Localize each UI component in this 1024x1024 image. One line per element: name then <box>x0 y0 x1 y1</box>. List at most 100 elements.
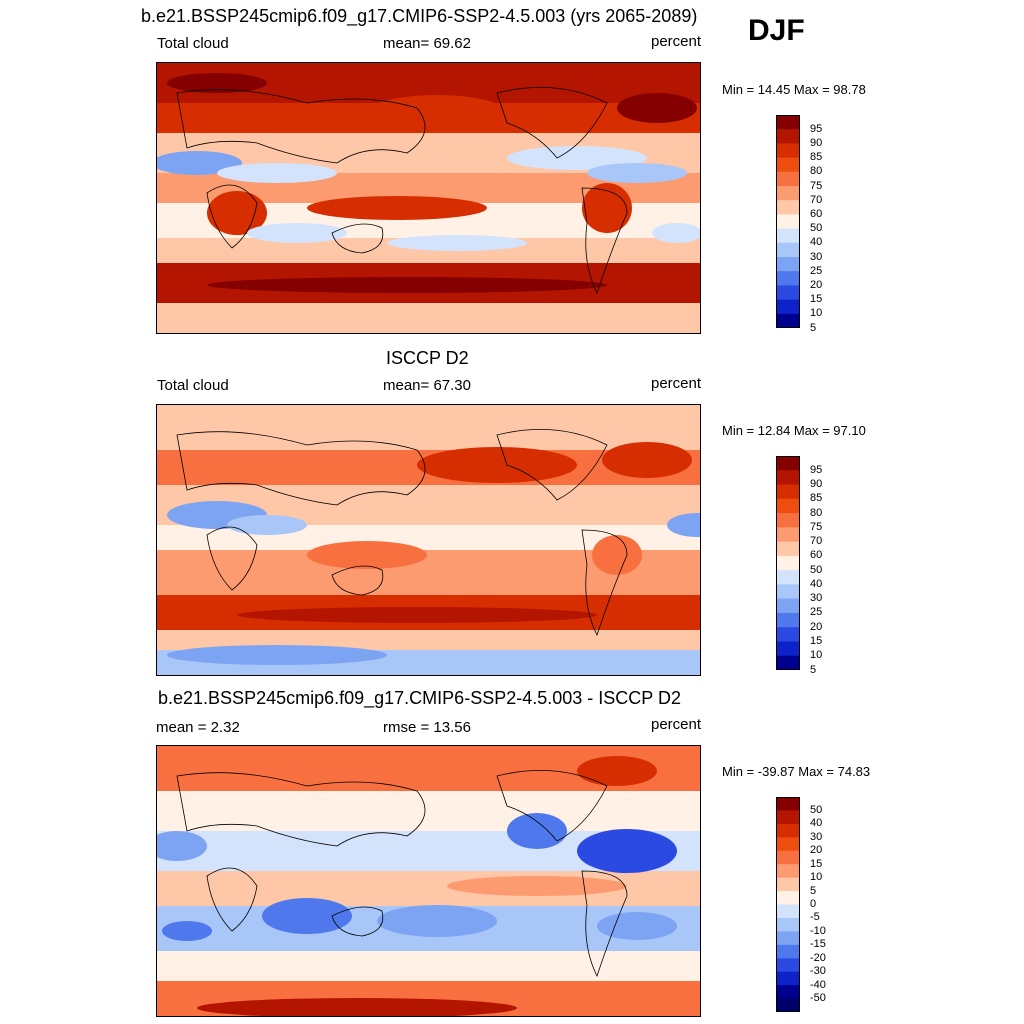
colorbar-tick-label: -15 <box>810 938 826 951</box>
colorbar-swatch <box>776 958 800 973</box>
colorbar-swatch <box>776 484 800 500</box>
colorbar-tick-label: 75 <box>810 179 823 192</box>
colorbar-swatch <box>776 641 800 657</box>
colorbar-swatch <box>776 891 800 905</box>
colorbar-tick-label: 40 <box>810 817 823 830</box>
colorbar-swatch <box>776 157 800 173</box>
colorbar-tick-label: 90 <box>810 136 823 149</box>
panel3-title: b.e21.BSSP245cmip6.f09_g17.CMIP6-SSP2-4.… <box>158 688 681 708</box>
colorbar-swatch <box>776 797 800 811</box>
colorbar-swatch <box>776 285 800 301</box>
colorbar-tick-label: 85 <box>810 151 823 164</box>
colorbar-swatch <box>776 257 800 272</box>
colorbar-swatch <box>776 299 800 315</box>
colorbar-tick-label: 20 <box>810 844 823 857</box>
colorbar-tick-label: 85 <box>810 492 823 505</box>
colorbar-tick-label: 95 <box>810 122 823 135</box>
colorbar-tick-label: 10 <box>810 871 823 884</box>
colorbar-tick-label: 95 <box>810 463 823 476</box>
panel1-title: b.e21.BSSP245cmip6.f09_g17.CMIP6-SSP2-4.… <box>141 6 698 26</box>
colorbar-tick-label: 50 <box>810 222 823 235</box>
colorbar-swatch <box>776 904 800 919</box>
colorbar-swatch <box>776 864 800 879</box>
colorbar-tick-label: 80 <box>810 165 823 178</box>
colorbar-tick-label: 15 <box>810 634 823 647</box>
panel3-rmse-label: rmse = 13.56 <box>383 719 471 736</box>
colorbar-swatch <box>776 271 800 286</box>
colorbar-swatch <box>776 985 800 1000</box>
colorbar-swatch <box>776 570 800 585</box>
colorbar-tick-label: 10 <box>810 649 823 662</box>
colorbar-swatch <box>776 513 800 528</box>
panel2-variable-label: Total cloud <box>157 377 229 394</box>
colorbar-swatch <box>776 498 800 514</box>
colorbar-swatch <box>776 228 800 244</box>
colorbar-swatch <box>776 837 800 852</box>
colorbar-tick-label: -10 <box>810 924 826 937</box>
colorbar-tick-label: 90 <box>810 478 823 491</box>
colorbar-swatch <box>776 186 800 201</box>
colorbar-tick-label: 15 <box>810 293 823 306</box>
panel1-map <box>156 62 701 334</box>
panel1-variable-label: Total cloud <box>157 35 229 52</box>
colorbar-border <box>776 797 800 1012</box>
colorbar-tick-label: -30 <box>810 965 826 978</box>
colorbar-tick-label: 30 <box>810 830 823 843</box>
colorbar-swatch <box>776 598 800 614</box>
colorbar-tick-label: -20 <box>810 951 826 964</box>
colorbar-border <box>776 115 800 328</box>
colorbar-tick-label: -5 <box>810 911 820 924</box>
colorbar-swatch <box>776 612 800 628</box>
colorbar-swatch <box>776 810 800 825</box>
panel2-minmax: Min = 12.84 Max = 97.10 <box>722 423 866 438</box>
colorbar-swatch <box>776 655 800 670</box>
panel2-colorbar <box>776 456 800 670</box>
colorbar-tick-label: -40 <box>810 978 826 991</box>
panel3-minmax: Min = -39.87 Max = 74.83 <box>722 764 871 779</box>
panel2-map <box>156 404 701 676</box>
colorbar-tick-label: 0 <box>810 898 817 910</box>
colorbar-tick-label: 75 <box>810 520 823 533</box>
panel3-mean-label: mean = 2.32 <box>156 719 240 736</box>
panel2-units-label: percent <box>651 375 702 392</box>
colorbar-tick-label: 20 <box>810 620 823 633</box>
colorbar-swatch <box>776 584 800 600</box>
colorbar-swatch <box>776 214 800 230</box>
colorbar-tick-label: -50 <box>810 992 826 1005</box>
colorbar-swatch <box>776 627 800 642</box>
panel2-mean-label: mean= 67.30 <box>383 377 471 394</box>
panel1-units-label: percent <box>651 33 702 50</box>
colorbar-tick-label: 40 <box>810 236 823 249</box>
colorbar-tick-label: 5 <box>810 663 817 676</box>
colorbar-swatch <box>776 242 800 258</box>
panel1-colorbar <box>776 115 800 328</box>
colorbar-tick-label: 70 <box>810 193 823 206</box>
colorbar-tick-label: 80 <box>810 506 823 519</box>
colorbar-swatch <box>776 200 800 215</box>
panel3-colorbar <box>776 797 800 1012</box>
panel2-title: ISCCP D2 <box>386 348 469 368</box>
colorbar-tick-label: 30 <box>810 592 823 605</box>
colorbar-swatch <box>776 313 800 328</box>
colorbar-swatch <box>776 541 800 557</box>
colorbar-swatch <box>776 470 800 486</box>
colorbar-swatch <box>776 527 800 543</box>
colorbar-tick-label: 25 <box>810 606 823 619</box>
colorbar-swatch <box>776 877 800 892</box>
panel1-minmax: Min = 14.45 Max = 98.78 <box>722 82 866 97</box>
colorbar-swatch <box>776 456 800 471</box>
colorbar-tick-label: 50 <box>810 803 823 816</box>
colorbar-tick-label: 70 <box>810 535 823 548</box>
colorbar-tick-label: 30 <box>810 250 823 263</box>
colorbar-swatch <box>776 823 800 838</box>
colorbar-swatch <box>776 917 800 932</box>
panel3-units-label: percent <box>651 716 702 733</box>
colorbar-swatch <box>776 850 800 865</box>
colorbar-border <box>776 456 800 670</box>
panel3-map <box>156 745 701 1017</box>
colorbar-swatch <box>776 129 800 144</box>
colorbar-swatch <box>776 555 800 571</box>
colorbar-swatch <box>776 931 800 946</box>
colorbar-tick-label: 10 <box>810 307 823 320</box>
colorbar-tick-label: 5 <box>810 884 817 897</box>
